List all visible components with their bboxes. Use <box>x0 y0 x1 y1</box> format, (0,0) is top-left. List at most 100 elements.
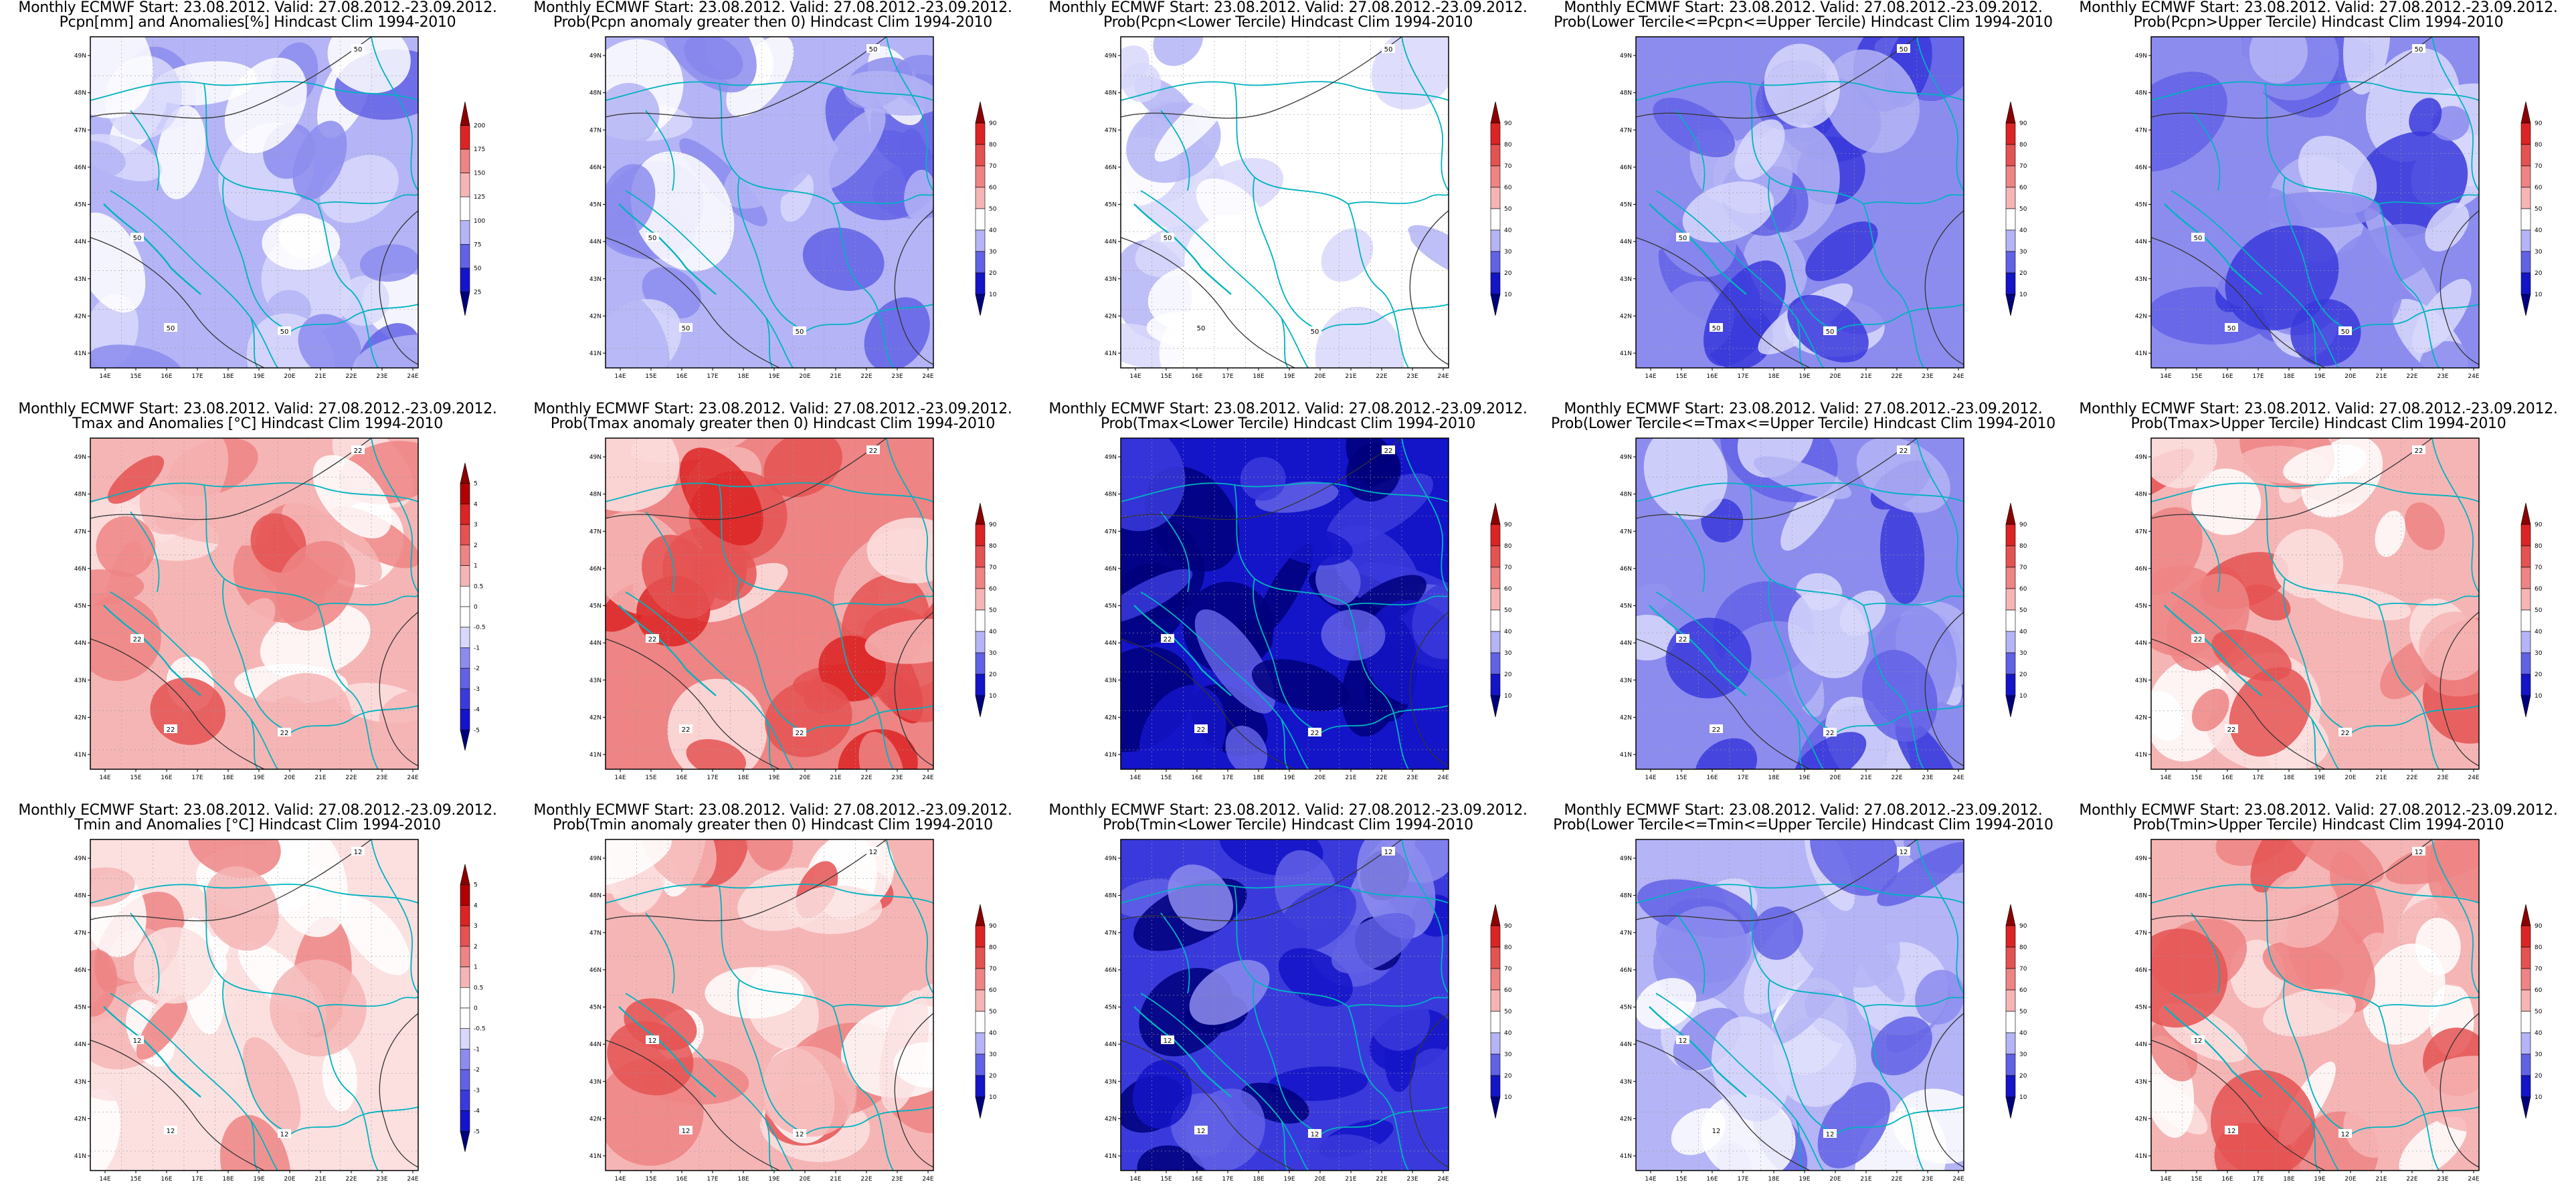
colorbar-label: 30 <box>2019 650 2027 657</box>
lon-label: 17E <box>1737 373 1748 380</box>
contour-label: 22 <box>2415 447 2423 455</box>
colorbar-box <box>975 989 986 1012</box>
lon-label: 16E <box>676 775 687 781</box>
lon-label: 14E <box>1645 775 1656 781</box>
border-line <box>1253 177 1322 332</box>
contour-label-bg <box>793 1129 806 1138</box>
border-line <box>317 996 419 1007</box>
colorbar-label: 60 <box>989 185 997 191</box>
border-line <box>1796 1120 1804 1171</box>
border-line <box>250 718 258 770</box>
shaded-blob <box>726 37 794 117</box>
colorbar-label: 80 <box>989 142 997 148</box>
colorbar-box <box>1490 946 1501 969</box>
colorbar-label: 0 <box>474 604 478 611</box>
contour-label-bg <box>278 728 291 736</box>
border-line <box>832 1006 894 1171</box>
colorbar: 90 80 70 60 50 40 30 20 10 <box>2005 101 2027 316</box>
colorbar-label: 10 <box>1504 693 1512 700</box>
map-frame <box>1635 36 1964 369</box>
lat-label: 49N <box>74 856 86 862</box>
border-line <box>1635 81 1964 101</box>
lon-label: 14E <box>99 373 110 380</box>
lat-label: 43N <box>74 276 86 283</box>
shaded-blob <box>1315 306 1404 368</box>
lat-label: 46N <box>74 566 86 573</box>
lon-label: 22E <box>2406 373 2417 380</box>
colorbar-box <box>1490 272 1501 295</box>
lon-label: 24E <box>922 373 933 380</box>
lat-label: 42N <box>1105 313 1117 320</box>
shaded-blob <box>606 438 680 512</box>
map-panel-tmax-prob-lower: Monthly ECMWF Start: 23.08.2012. Valid: … <box>1030 401 1546 803</box>
colorbar-box <box>975 229 986 252</box>
contour-line <box>1120 237 1295 369</box>
coastline <box>1133 605 1232 696</box>
lat-label: 44N <box>74 640 86 647</box>
country-borders <box>90 839 419 1171</box>
border-line <box>1635 884 1964 904</box>
contour-line <box>1120 36 1402 119</box>
colorbar: 90 80 70 60 50 40 30 20 10 <box>975 101 997 316</box>
contour-label-bg <box>2412 445 2425 454</box>
panel-title-line2: Prob(Pcpn>Upper Tercile) Hindcast Clim 1… <box>2133 14 2504 31</box>
lon-label: 15E <box>645 775 656 781</box>
lon-label: 22E <box>1376 1176 1387 1183</box>
lat-label: 46N <box>2135 165 2147 171</box>
lon-label: 22E <box>860 775 872 781</box>
border-line <box>2150 81 2480 101</box>
lon-label: 19E <box>1799 775 1810 781</box>
colorbar-label: 90 <box>1504 923 1512 930</box>
lat-label: 41N <box>2135 1153 2147 1160</box>
shaded-field <box>1636 839 1964 1171</box>
shaded-blob <box>136 996 188 1060</box>
colorbar-label: -4 <box>474 1108 480 1115</box>
forecast-map: 22 22 22 22 49N 48N 47N 46N 45N 44N 43N 42N 41N 14E 15… <box>1105 437 1449 781</box>
colorbar-label: 20 <box>1504 270 1512 277</box>
shaded-field <box>2151 37 2479 368</box>
contour-label: 50 <box>1164 235 1172 242</box>
border-line <box>2351 304 2480 332</box>
lon-label: 21E <box>830 1176 841 1183</box>
lon-label: 19E <box>253 373 264 380</box>
colorbar-box <box>975 1011 986 1033</box>
shaded-blob <box>866 517 933 584</box>
contour-line <box>894 210 934 365</box>
border-line <box>1321 1106 1449 1134</box>
shaded-blob <box>607 1021 694 1096</box>
lat-label: 45N <box>1105 1005 1117 1011</box>
contour-label-bg <box>1194 1126 1208 1134</box>
colorbar: 90 80 70 60 50 40 30 20 10 <box>975 502 997 718</box>
lat-label: 49N <box>1105 53 1117 60</box>
lon-label: 19E <box>1799 373 1810 380</box>
colorbar-label: 40 <box>989 227 997 234</box>
panel-title-line1: Monthly ECMWF Start: 23.08.2012. Valid: … <box>2079 802 2558 819</box>
colorbar-label: 40 <box>2535 629 2543 635</box>
colorbar-box <box>1490 524 1501 546</box>
colorbar-label: 1 <box>474 563 478 570</box>
contour-line <box>2150 437 2433 520</box>
lon-label: 24E <box>407 1176 418 1183</box>
colorbar-box <box>460 884 470 906</box>
contour-label-bg <box>2338 326 2352 335</box>
colorbar-box <box>1490 989 1501 1012</box>
contour-label-bg <box>679 1126 693 1134</box>
lon-label: 21E <box>1345 775 1356 781</box>
border-line <box>1768 578 1837 733</box>
colorbar-box <box>460 268 470 292</box>
contour-label: 50 <box>354 46 363 54</box>
border-line <box>806 1106 934 1134</box>
colorbar-box <box>2520 989 2531 1012</box>
border-line <box>250 317 258 369</box>
colorbar-label: 0.5 <box>474 985 483 991</box>
colorbar-label: 20 <box>2535 1073 2543 1080</box>
border-line <box>1863 996 1964 1007</box>
lon-label: 14E <box>1129 1176 1141 1183</box>
border-line <box>1836 705 1964 733</box>
country-borders <box>1120 437 1449 770</box>
colorbar-label: 40 <box>1504 1030 1512 1037</box>
contour-label-bg <box>1676 634 1689 643</box>
border-line <box>110 591 278 770</box>
map-frame <box>1120 839 1449 1171</box>
shaded-blob <box>1177 45 1270 114</box>
